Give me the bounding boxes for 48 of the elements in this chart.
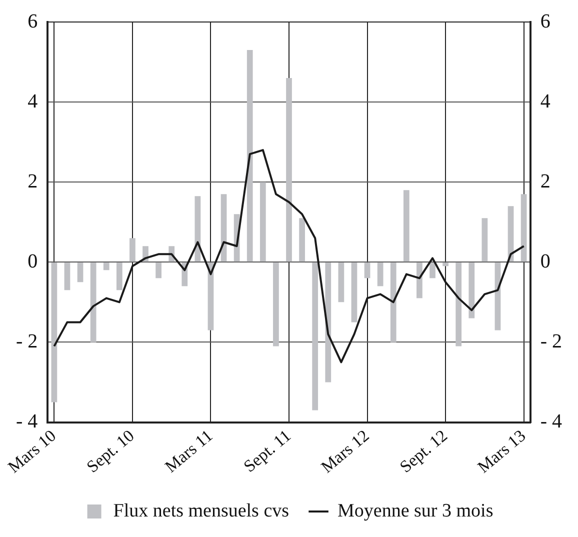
bar: [325, 262, 332, 382]
bar: [299, 218, 305, 262]
y-tick-label: - 2: [16, 330, 38, 352]
bar: [77, 262, 84, 282]
bar: [103, 262, 110, 270]
legend-label: Flux nets mensuels cvs: [113, 500, 290, 522]
y-tick-label: 0: [28, 250, 38, 272]
legend-label: Moyenne sur 3 mois: [338, 500, 494, 522]
bar: [130, 238, 136, 262]
y2-tick-label: 2: [540, 170, 550, 192]
y2-tick-label: 6: [540, 10, 550, 32]
bar: [468, 262, 475, 318]
y-tick-label: 6: [28, 10, 38, 32]
bar: [286, 78, 292, 262]
bar: [338, 262, 344, 302]
x-tick-label: Mars 13: [474, 426, 530, 477]
bar: [390, 262, 396, 342]
bar: [403, 190, 410, 262]
bar: [416, 262, 422, 298]
bar: [156, 262, 162, 278]
bar: [116, 262, 122, 290]
x-tick-label: Mars 11: [161, 426, 216, 476]
bar: [377, 262, 384, 286]
bar: [260, 182, 266, 262]
bar: [351, 262, 358, 322]
y-tick-label: 4: [28, 90, 38, 112]
bar: [273, 262, 279, 346]
bar: [51, 262, 58, 402]
x-tick-label: Mars 12: [317, 426, 373, 477]
x-tick-label: Sept. 11: [240, 426, 294, 476]
y2-tick-label: - 4: [540, 410, 562, 433]
bar: [194, 196, 201, 262]
bar: [64, 262, 70, 290]
bar: [442, 262, 448, 266]
bar: [482, 218, 488, 262]
bar: [364, 262, 370, 278]
x-tick-label: Sept. 10: [82, 426, 138, 476]
bar: [456, 262, 462, 346]
bar: [246, 50, 253, 262]
y2-tick-label: - 2: [540, 330, 562, 352]
bar: [312, 262, 318, 410]
bar: [520, 194, 527, 262]
y2-tick-label: 0: [540, 250, 550, 272]
bar: [430, 262, 436, 278]
y-tick-label: 2: [28, 170, 38, 192]
y2-tick-label: 4: [540, 90, 550, 112]
x-tick-label: Sept. 12: [396, 426, 451, 476]
bar: [90, 262, 96, 342]
